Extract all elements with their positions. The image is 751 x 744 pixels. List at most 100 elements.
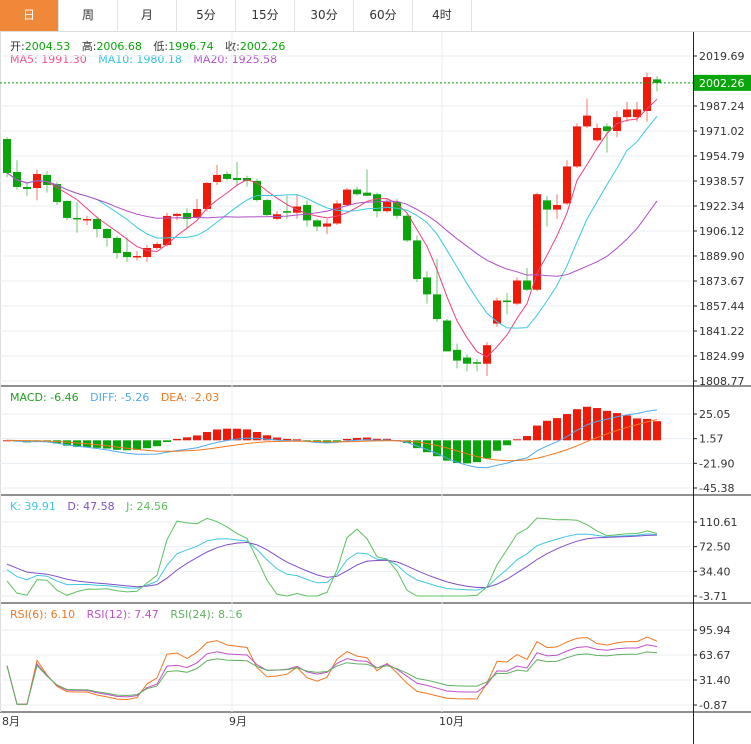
candle-body [603, 126, 611, 132]
candle-body [543, 200, 551, 210]
candle-body [143, 247, 151, 258]
kdj-tick-label: -3.71 [699, 590, 727, 603]
tab-4[interactable]: 15分 [236, 0, 295, 31]
candle-body [503, 300, 511, 303]
price-tick-label: 1841.22 [699, 325, 745, 338]
macd-bar [513, 439, 521, 441]
tab-0[interactable]: 日 [0, 0, 59, 31]
candle-body [233, 178, 241, 181]
macd-bar [403, 440, 411, 444]
price-tick-label: 1938.57 [699, 175, 745, 188]
macd-tick-label: -21.90 [699, 457, 734, 470]
macd-bar [273, 437, 281, 441]
rsi-tick-label: -0.87 [699, 699, 727, 712]
candle-body [253, 180, 261, 201]
tab-3[interactable]: 5分 [177, 0, 236, 31]
diff-line [6, 409, 658, 469]
macd-bar [123, 440, 131, 451]
tab-6[interactable]: 60分 [354, 0, 413, 31]
candle-body [563, 166, 571, 204]
candle-body [363, 192, 371, 196]
macd-bar [133, 440, 141, 450]
candle-body [213, 174, 221, 183]
open-label: 开: [10, 40, 25, 53]
open-value: 2004.53 [24, 40, 71, 53]
candle-body [23, 186, 31, 189]
j-value: J: 24.56 [126, 500, 169, 513]
tab-2[interactable]: 月 [118, 0, 177, 31]
price-tick-label: 2019.69 [699, 50, 745, 63]
ma10-line [6, 115, 658, 329]
candle-body [533, 194, 541, 290]
macd-bar [193, 435, 201, 441]
candle-body [413, 240, 421, 279]
rsi-tick-label: 95.94 [699, 624, 731, 637]
candle-body [553, 204, 561, 210]
candle-body [93, 219, 101, 230]
macd-bar [363, 437, 371, 441]
macd-bar [333, 440, 341, 442]
candle-body [623, 109, 631, 118]
tab-1[interactable]: 周 [59, 0, 118, 31]
rsi-tick-label: 63.67 [699, 649, 731, 662]
candle-body [53, 184, 61, 203]
macd-bar [493, 440, 501, 451]
tab-5[interactable]: 30分 [295, 0, 354, 31]
kline-chart[interactable]: 2019.69 1987.24 1971.02 1954.79 1938.57 1922.… [0, 32, 751, 744]
high-label: 高: [81, 40, 97, 53]
price-tick-label: 1824.99 [699, 350, 745, 363]
candle-body [573, 126, 581, 167]
macd-bar [373, 438, 381, 441]
macd-bar [473, 440, 481, 463]
candle-body [593, 127, 601, 141]
macd-bar [283, 438, 291, 441]
candle-body [43, 174, 51, 185]
macd-bar [353, 437, 361, 441]
high-value: 2006.68 [96, 40, 142, 53]
kdj-legend: K: 39.91 D: 47.58 J: 24.56 [10, 500, 176, 513]
k-value: K: 39.91 [10, 500, 56, 513]
candle-body [333, 203, 341, 224]
macd-bar [3, 440, 11, 442]
current-price-label: 2002.26 [699, 77, 745, 90]
kdj-tick-label: 34.40 [699, 565, 731, 578]
macd-bar [603, 410, 611, 441]
candle-body [383, 201, 391, 212]
macd-bar [263, 435, 271, 441]
macd-bar [143, 440, 151, 449]
candle-body [303, 204, 311, 221]
candle-body [193, 208, 201, 218]
candle-body [263, 200, 271, 216]
candle-body [163, 215, 171, 246]
tab-7[interactable]: 4时 [413, 0, 472, 31]
d-value: D: 47.58 [67, 500, 115, 513]
date-label: 10月 [439, 715, 464, 728]
macd-bar [223, 428, 231, 441]
macd-bar [93, 440, 101, 448]
candle-body [403, 215, 411, 241]
price-tick-label: 1987.24 [699, 100, 745, 113]
macd-bar [463, 440, 471, 464]
candle-body [463, 357, 471, 364]
candle-body [323, 223, 331, 227]
macd-bar [213, 429, 221, 441]
k-line [6, 533, 658, 591]
dea-value: DEA: -2.03 [160, 391, 220, 404]
macd-bar [113, 440, 121, 450]
candle-body [283, 211, 291, 213]
macd-tick-label: 1.57 [699, 433, 724, 446]
candle-body [373, 194, 381, 212]
candle-body [643, 77, 651, 111]
kdj-tick-label: 72.50 [699, 541, 731, 554]
candle-body [483, 345, 491, 364]
date-label: 8月 [2, 715, 20, 728]
ma5-line [6, 98, 658, 358]
candle-body [523, 280, 531, 290]
rsi24-line [6, 651, 658, 705]
candle-body [73, 217, 81, 220]
diff-value: DIFF: -5.26 [90, 391, 150, 404]
macd-bar [183, 437, 191, 441]
price-tick-label: 1873.67 [699, 275, 745, 288]
candle-body [3, 139, 11, 173]
macd-bar [573, 409, 581, 441]
